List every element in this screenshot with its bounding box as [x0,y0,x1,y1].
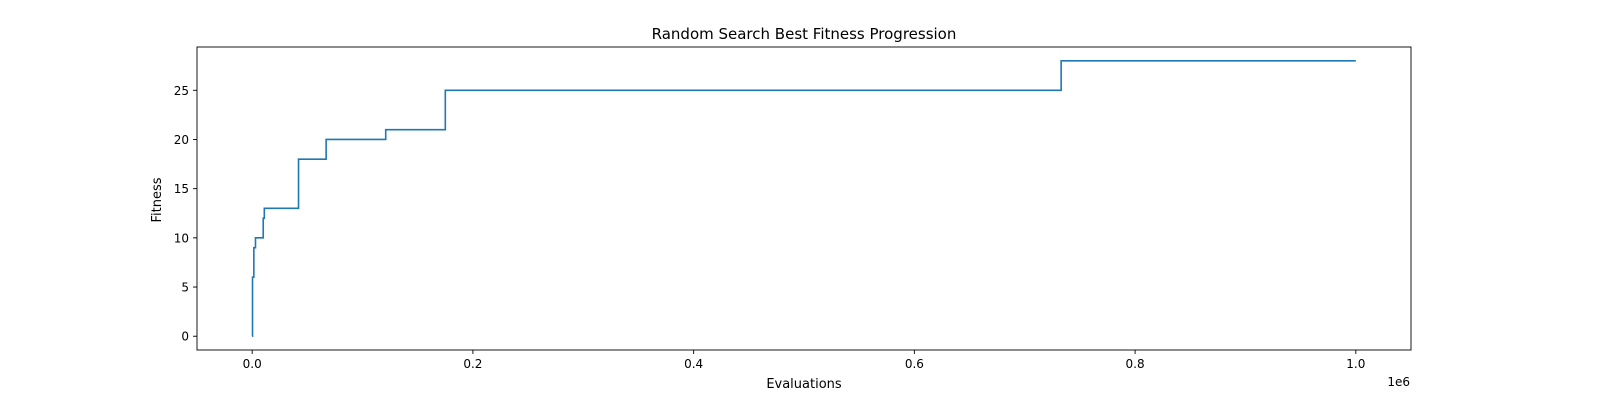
y-tick-label: 15 [174,182,189,196]
chart-title: Random Search Best Fitness Progression [652,25,957,43]
y-tick-label: 20 [174,133,189,147]
y-tick-label: 5 [181,281,189,295]
x-tick-label: 0.8 [1126,357,1145,371]
axes: 0.0 0.2 0.4 0.6 0.8 1.0 0 5 10 15 20 25 [174,46,1412,371]
series-line-0 [251,59,1356,338]
x-tick-label: 0.2 [463,357,482,371]
x-tick-label: 0.4 [684,357,703,371]
x-axis-offset-label: 1e6 [1387,375,1410,389]
y-tick-label: 25 [174,84,189,98]
axes-frame [196,46,1412,351]
x-axis-label: Evaluations [766,377,842,392]
y-tick-label: 0 [181,330,189,344]
x-tick-label: 0.6 [905,357,924,371]
x-tick-label: 0.0 [243,357,262,371]
plot-area [251,59,1356,338]
y-axis-label: Fitness [150,177,165,222]
x-tick-label: 1.0 [1346,357,1365,371]
y-tick-label: 10 [174,231,189,245]
